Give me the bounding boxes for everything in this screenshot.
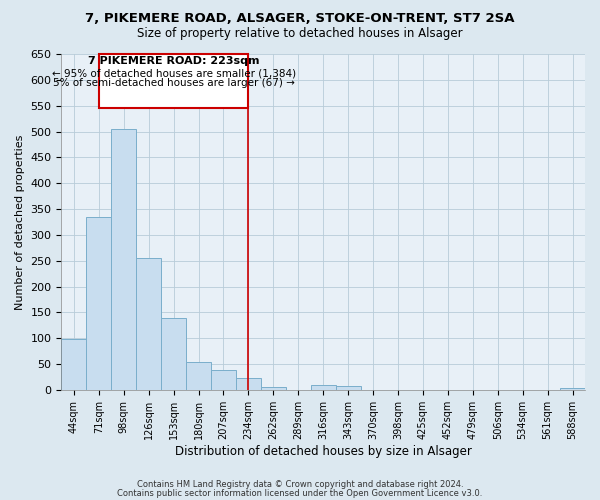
Text: ← 95% of detached houses are smaller (1,384): ← 95% of detached houses are smaller (1,… <box>52 68 296 78</box>
Y-axis label: Number of detached properties: Number of detached properties <box>15 134 25 310</box>
Text: Contains public sector information licensed under the Open Government Licence v3: Contains public sector information licen… <box>118 488 482 498</box>
Bar <box>86 217 111 390</box>
Text: Size of property relative to detached houses in Alsager: Size of property relative to detached ho… <box>137 28 463 40</box>
Bar <box>311 385 335 390</box>
Text: Contains HM Land Registry data © Crown copyright and database right 2024.: Contains HM Land Registry data © Crown c… <box>137 480 463 489</box>
Bar <box>335 386 361 390</box>
Bar <box>161 318 186 390</box>
Bar <box>236 378 261 390</box>
Bar <box>111 129 136 390</box>
Bar <box>560 388 585 390</box>
X-axis label: Distribution of detached houses by size in Alsager: Distribution of detached houses by size … <box>175 444 472 458</box>
Bar <box>186 362 211 390</box>
Text: 7 PIKEMERE ROAD: 223sqm: 7 PIKEMERE ROAD: 223sqm <box>88 56 259 66</box>
Bar <box>61 339 86 390</box>
FancyBboxPatch shape <box>99 54 248 108</box>
Bar <box>136 258 161 390</box>
Bar <box>261 386 286 390</box>
Bar <box>211 370 236 390</box>
Text: 5% of semi-detached houses are larger (67) →: 5% of semi-detached houses are larger (6… <box>53 78 295 88</box>
Text: 7, PIKEMERE ROAD, ALSAGER, STOKE-ON-TRENT, ST7 2SA: 7, PIKEMERE ROAD, ALSAGER, STOKE-ON-TREN… <box>85 12 515 26</box>
